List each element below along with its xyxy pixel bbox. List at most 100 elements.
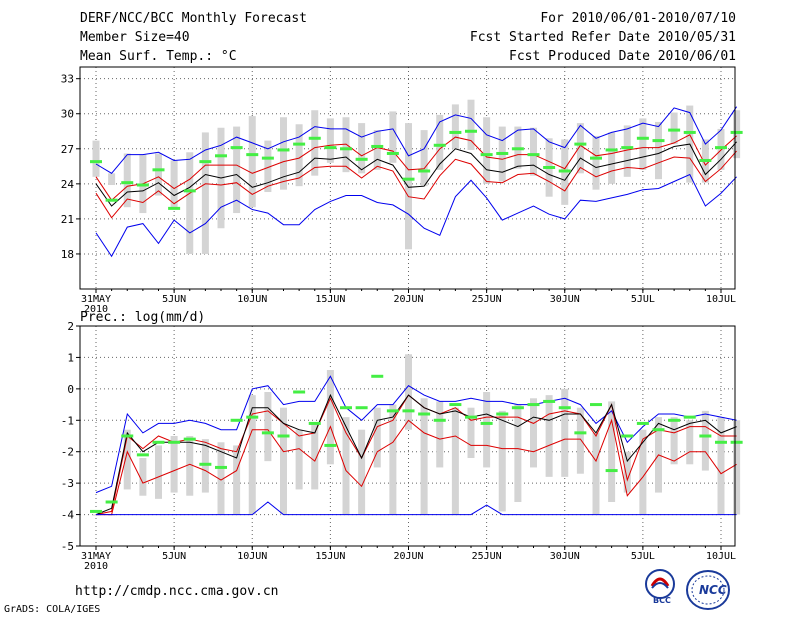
prec-observed-mark: [605, 469, 618, 473]
prec-ytick-label: -2: [61, 446, 74, 459]
variable-label: Mean Surf. Temp.: °C: [80, 49, 237, 64]
prec-observed-mark: [230, 418, 243, 422]
prec-box: [405, 354, 412, 430]
temp-box: [405, 123, 412, 250]
temp-xtick-label: 10JUL: [706, 294, 736, 305]
prec-observed-mark: [527, 403, 540, 407]
prec-box: [639, 429, 647, 515]
temp-ytick-label: 18: [61, 248, 74, 261]
temp-observed-mark: [449, 130, 462, 134]
temp-observed-mark: [402, 177, 415, 181]
temp-box: [201, 132, 209, 254]
prec-box: [373, 407, 381, 468]
temp-box: [592, 135, 600, 190]
prec-observed-mark: [183, 437, 196, 441]
prec-observed-mark: [511, 406, 524, 410]
temp-box: [576, 123, 584, 174]
temp-observed-mark: [636, 136, 649, 140]
temp-xtick-label: 15JUN: [315, 294, 345, 305]
prec-box: [311, 423, 319, 490]
prec-frame: [79, 325, 736, 547]
prec-lower-line: [96, 418, 737, 516]
prec-box: [358, 429, 366, 515]
prec-box: [233, 445, 241, 515]
temp-xtick-label: 31MAY: [81, 294, 111, 305]
prec-ytick-label: -4: [61, 509, 75, 522]
temp-mean-line: [95, 141, 737, 207]
prec-box: [280, 407, 287, 515]
prec-observed-mark: [308, 421, 321, 425]
prec-observed-mark: [168, 440, 181, 444]
prec-box: [264, 392, 272, 462]
temp-box: [639, 118, 647, 170]
temp-box: [123, 153, 131, 208]
temp-observed-mark: [355, 157, 368, 161]
temp-lower-line: [95, 150, 737, 219]
prec-observed-mark: [277, 434, 290, 438]
bcc-logo-text: BCC: [653, 596, 671, 605]
temp-observed-mark: [558, 169, 571, 173]
temp-box: [623, 125, 631, 177]
prec-box: [436, 401, 444, 468]
temp-observed-mark: [418, 169, 431, 173]
prec-panel-title: Prec.: log(mm/d): [80, 310, 205, 325]
temp-observed-mark: [308, 136, 321, 140]
prec-box: [576, 407, 584, 474]
prec-xtick-label: 10JUN: [237, 551, 267, 562]
temp-observed-mark: [168, 206, 181, 210]
temp-observed-mark: [699, 158, 712, 162]
temp-observed-mark: [371, 144, 384, 148]
prec-observed-mark: [371, 374, 384, 378]
temp-box: [326, 118, 334, 163]
prec-observed-mark: [152, 440, 165, 444]
prec-box: [561, 388, 569, 477]
prec-box: [217, 442, 225, 515]
prec-box: [342, 417, 350, 515]
temp-observed-mark: [230, 146, 243, 150]
prec-observed-mark: [699, 434, 712, 438]
prec-box: [451, 407, 459, 515]
prec-box: [608, 401, 616, 502]
temp-observed-mark: [730, 130, 743, 134]
temp-observed-mark: [668, 128, 681, 132]
temp-observed-mark: [652, 139, 665, 143]
temp-box: [733, 110, 741, 159]
temp-xtick-label: 10JUN: [237, 294, 267, 305]
temp-box: [92, 140, 100, 177]
temp-observed-mark: [527, 153, 540, 157]
prec-observed-mark: [465, 415, 477, 419]
prec-observed-mark: [136, 453, 149, 457]
prec-observed-mark: [715, 440, 727, 444]
temp-observed-mark: [261, 156, 274, 160]
prec-box: [123, 429, 131, 490]
source-url-link[interactable]: http://cmdp.ncc.cma.gov.cn: [75, 584, 279, 599]
temp-observed-mark: [543, 165, 556, 169]
temp-observed-mark: [605, 148, 618, 152]
prec-xtick-label: 5JUL: [631, 551, 655, 562]
prec-xtick-label: 25JUN: [472, 551, 502, 562]
prec-box: [139, 458, 147, 496]
temp-observed-mark: [324, 146, 337, 150]
prec-observed-mark: [543, 399, 556, 403]
temp-box: [264, 140, 272, 193]
temp-xtick-label: 20JUN: [393, 294, 423, 305]
prec-observed-mark: [730, 440, 743, 444]
temp-xtick-label: 25JUN: [472, 294, 502, 305]
temp-observed-mark: [199, 160, 212, 164]
temp-observed-mark: [683, 130, 696, 134]
temp-box: [186, 152, 194, 254]
temp-box: [483, 117, 491, 184]
temp-upper-line: [95, 134, 737, 201]
temp-ytick-label: 30: [61, 108, 74, 121]
started-date-label: Fcst Started Refer Date 2010/05/31: [469, 30, 736, 45]
prec-box: [467, 407, 475, 458]
temp-ytick-label: 21: [61, 213, 74, 226]
prec-observed-mark: [636, 421, 649, 425]
prec-xtick-label: 15JUN: [315, 551, 345, 562]
prec-xtick-label: 30JUN: [550, 551, 580, 562]
temp-observed-mark: [136, 183, 149, 187]
temp-observed-mark: [90, 160, 102, 164]
temp-observed-mark: [105, 198, 118, 202]
temp-observed-mark: [496, 151, 509, 155]
